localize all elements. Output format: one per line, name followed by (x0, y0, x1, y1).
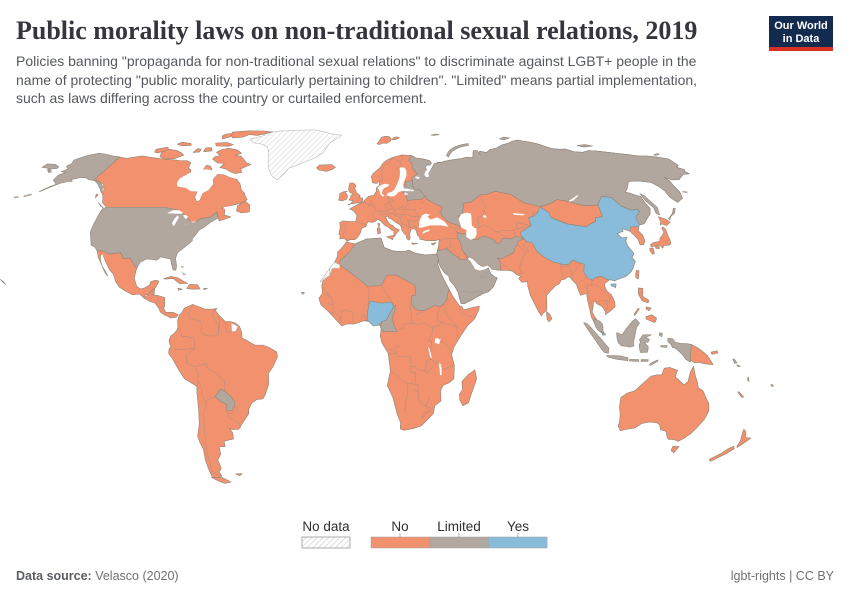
svg-text:Limited: Limited (437, 519, 481, 534)
svg-text:No: No (391, 519, 408, 534)
svg-text:No data: No data (302, 519, 350, 534)
svg-text:Yes: Yes (507, 519, 529, 534)
